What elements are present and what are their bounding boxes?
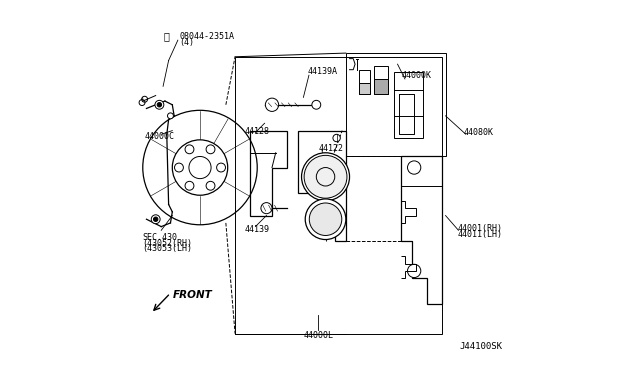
Text: SEC.430: SEC.430	[142, 233, 177, 242]
Text: 44139A: 44139A	[307, 67, 337, 76]
Text: 44139: 44139	[244, 225, 269, 234]
Text: 08044-2351A: 08044-2351A	[180, 32, 235, 41]
Circle shape	[408, 161, 420, 174]
Text: J44100SK: J44100SK	[459, 342, 502, 351]
Circle shape	[151, 215, 160, 224]
Circle shape	[301, 153, 349, 201]
Circle shape	[261, 203, 272, 214]
Text: (43052(RH): (43052(RH)	[142, 239, 192, 248]
Text: 44128: 44128	[244, 127, 269, 136]
Bar	[235, 57, 442, 334]
Circle shape	[304, 155, 347, 198]
Text: 44122: 44122	[318, 144, 343, 153]
Circle shape	[154, 217, 158, 221]
Text: (43053(LH): (43053(LH)	[142, 244, 192, 253]
Text: Ⓑ: Ⓑ	[164, 32, 170, 41]
Circle shape	[168, 113, 173, 119]
Polygon shape	[374, 79, 388, 94]
Text: 44001(RH): 44001(RH)	[458, 224, 502, 233]
Text: FRONT: FRONT	[172, 290, 212, 300]
Bar	[394, 71, 424, 138]
Text: 44000K: 44000K	[401, 71, 431, 80]
Text: (4): (4)	[180, 38, 195, 47]
Text: 44000C: 44000C	[145, 132, 175, 141]
Circle shape	[408, 264, 420, 278]
Text: 44080K: 44080K	[463, 128, 493, 137]
Text: 44011(LH): 44011(LH)	[458, 230, 502, 239]
Circle shape	[312, 100, 321, 109]
Circle shape	[305, 199, 346, 240]
Circle shape	[266, 98, 278, 112]
Circle shape	[155, 100, 164, 109]
Polygon shape	[359, 83, 370, 94]
Text: 44000L: 44000L	[303, 331, 333, 340]
Circle shape	[309, 203, 342, 235]
Circle shape	[333, 134, 340, 142]
Bar	[346, 53, 445, 157]
Circle shape	[157, 103, 162, 107]
